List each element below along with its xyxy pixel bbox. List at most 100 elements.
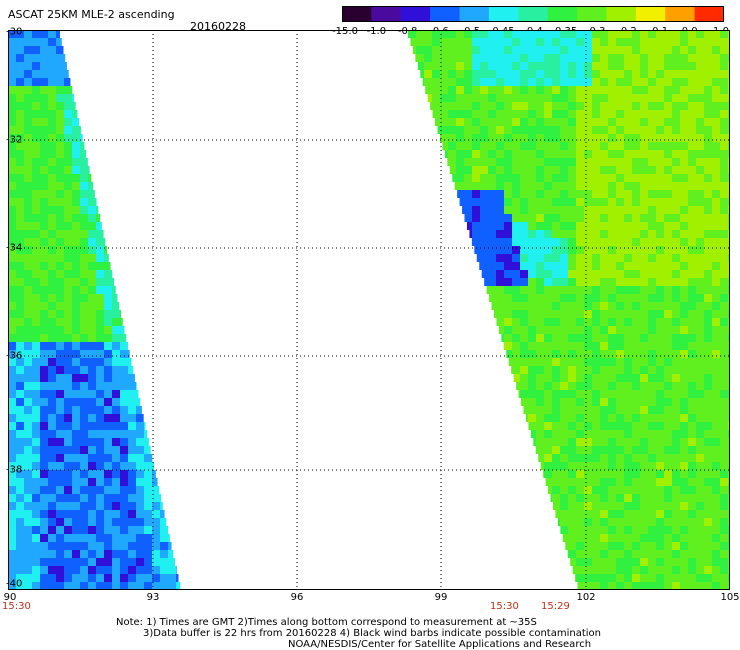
swath-cell — [72, 382, 80, 390]
swath-cell — [664, 254, 672, 262]
swath-cell — [568, 382, 576, 390]
swath-cell — [584, 382, 592, 390]
swath-cell — [448, 38, 456, 46]
swath-cell — [504, 214, 512, 222]
swath-cell — [680, 566, 688, 574]
swath-cell — [648, 526, 656, 534]
swath-cell — [56, 486, 64, 494]
swath-cell — [104, 446, 112, 454]
swath-cell — [32, 454, 40, 462]
swath-cell — [624, 86, 632, 94]
swath-cell — [536, 366, 544, 374]
swath-cell — [72, 534, 80, 542]
swath-cell — [456, 78, 464, 86]
swath-cell — [656, 318, 664, 326]
swath-cell — [576, 190, 584, 198]
swath-cell — [696, 174, 704, 182]
swath-cell — [440, 78, 448, 86]
swath-cell — [584, 414, 592, 422]
swath-cell — [112, 294, 118, 302]
swath-cell — [616, 494, 624, 502]
swath-cell — [496, 270, 504, 278]
swath-cell — [40, 190, 48, 198]
swath-cell — [64, 470, 72, 478]
swath-cell — [538, 454, 544, 462]
swath-cell — [8, 126, 16, 134]
swath-cell — [680, 78, 688, 86]
swath-cell — [688, 38, 696, 46]
swath-cell — [624, 214, 632, 222]
swath-cell — [528, 270, 536, 278]
swath-cell — [600, 510, 608, 518]
swath-cell — [448, 118, 456, 126]
swath-cell — [72, 334, 80, 342]
swath-cell — [488, 54, 496, 62]
swath-cell — [160, 494, 162, 502]
swath-cell — [8, 398, 16, 406]
swath-cell — [608, 78, 616, 86]
swath-cell — [592, 166, 600, 174]
swath-cell — [704, 118, 712, 126]
swath-cell — [648, 286, 656, 294]
swath-cell — [56, 254, 64, 262]
swath-cell — [656, 190, 664, 198]
swath-cell — [80, 166, 88, 174]
swath-cell — [600, 462, 608, 470]
swath-cell — [128, 566, 136, 574]
swath-cell — [664, 182, 672, 190]
swath-cell — [56, 174, 64, 182]
swath-cell — [720, 462, 728, 470]
swath-cell — [16, 502, 24, 510]
swath-cell — [584, 494, 592, 502]
swath-cell — [104, 550, 112, 558]
swath-cell — [56, 214, 64, 222]
swath-cell — [472, 190, 480, 198]
swath-cell — [592, 270, 600, 278]
swath-cell — [72, 526, 80, 534]
swath-cell — [704, 494, 712, 502]
swath-cell — [720, 470, 728, 478]
swath-cell — [550, 494, 552, 502]
swath-cell — [640, 278, 648, 286]
swath-cell — [464, 182, 472, 190]
swath-cell — [624, 294, 632, 302]
lat-label-32: -32 — [6, 134, 23, 146]
swath-cell — [24, 262, 32, 270]
swath-cell — [552, 46, 560, 54]
swath-cell — [680, 494, 688, 502]
swath-cell — [437, 126, 440, 134]
swath-cell — [560, 110, 568, 118]
swath-cell — [656, 134, 664, 142]
swath-cell — [568, 510, 576, 518]
swath-cell — [664, 174, 672, 182]
swath-cell — [560, 222, 568, 230]
swath-cell — [584, 582, 592, 590]
swath-cell — [56, 582, 64, 590]
swath-cell — [64, 142, 72, 150]
swath-cell — [456, 174, 464, 182]
swath-cell — [584, 542, 592, 550]
swath-cell — [576, 422, 584, 430]
swath-cell — [680, 502, 688, 510]
swath-cell — [712, 398, 720, 406]
swath-cell — [584, 526, 592, 534]
swath-cell — [8, 582, 16, 590]
swath-cell — [32, 278, 40, 286]
swath-cell — [56, 142, 64, 150]
lon-label-102: 102 — [576, 592, 596, 603]
swath-cell — [568, 494, 576, 502]
swath-cell — [608, 142, 616, 150]
swath-cell — [8, 358, 16, 366]
swath-cell — [40, 126, 48, 134]
swath-cell — [568, 270, 576, 278]
swath-cell — [592, 246, 600, 254]
swath-cell — [56, 318, 64, 326]
swath-cell — [128, 414, 136, 422]
swath-cell — [600, 574, 608, 582]
swath-cell — [688, 182, 696, 190]
swath-cell — [552, 78, 560, 86]
swath-cell — [112, 422, 120, 430]
swath-cell — [528, 150, 536, 158]
swath-cell — [664, 342, 672, 350]
swath-cell — [104, 382, 112, 390]
